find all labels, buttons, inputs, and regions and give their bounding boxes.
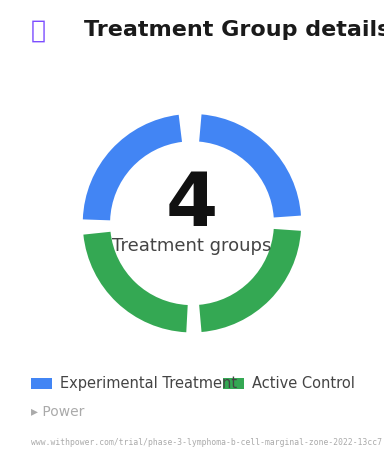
Wedge shape xyxy=(199,114,301,218)
Text: Active Control: Active Control xyxy=(252,376,354,391)
Text: 👥: 👥 xyxy=(31,18,46,42)
Text: Experimental Treatment: Experimental Treatment xyxy=(60,376,237,391)
Text: 4: 4 xyxy=(166,169,218,242)
Wedge shape xyxy=(199,229,301,332)
Text: ▸ Power: ▸ Power xyxy=(31,405,84,418)
Text: www.withpower.com/trial/phase-3-lymphoma-b-cell-marginal-zone-2022-13cc7: www.withpower.com/trial/phase-3-lymphoma… xyxy=(31,438,382,447)
Text: Treatment Group details: Treatment Group details xyxy=(84,20,384,40)
Text: Treatment groups: Treatment groups xyxy=(112,237,272,255)
Wedge shape xyxy=(83,115,182,220)
Wedge shape xyxy=(83,232,188,332)
